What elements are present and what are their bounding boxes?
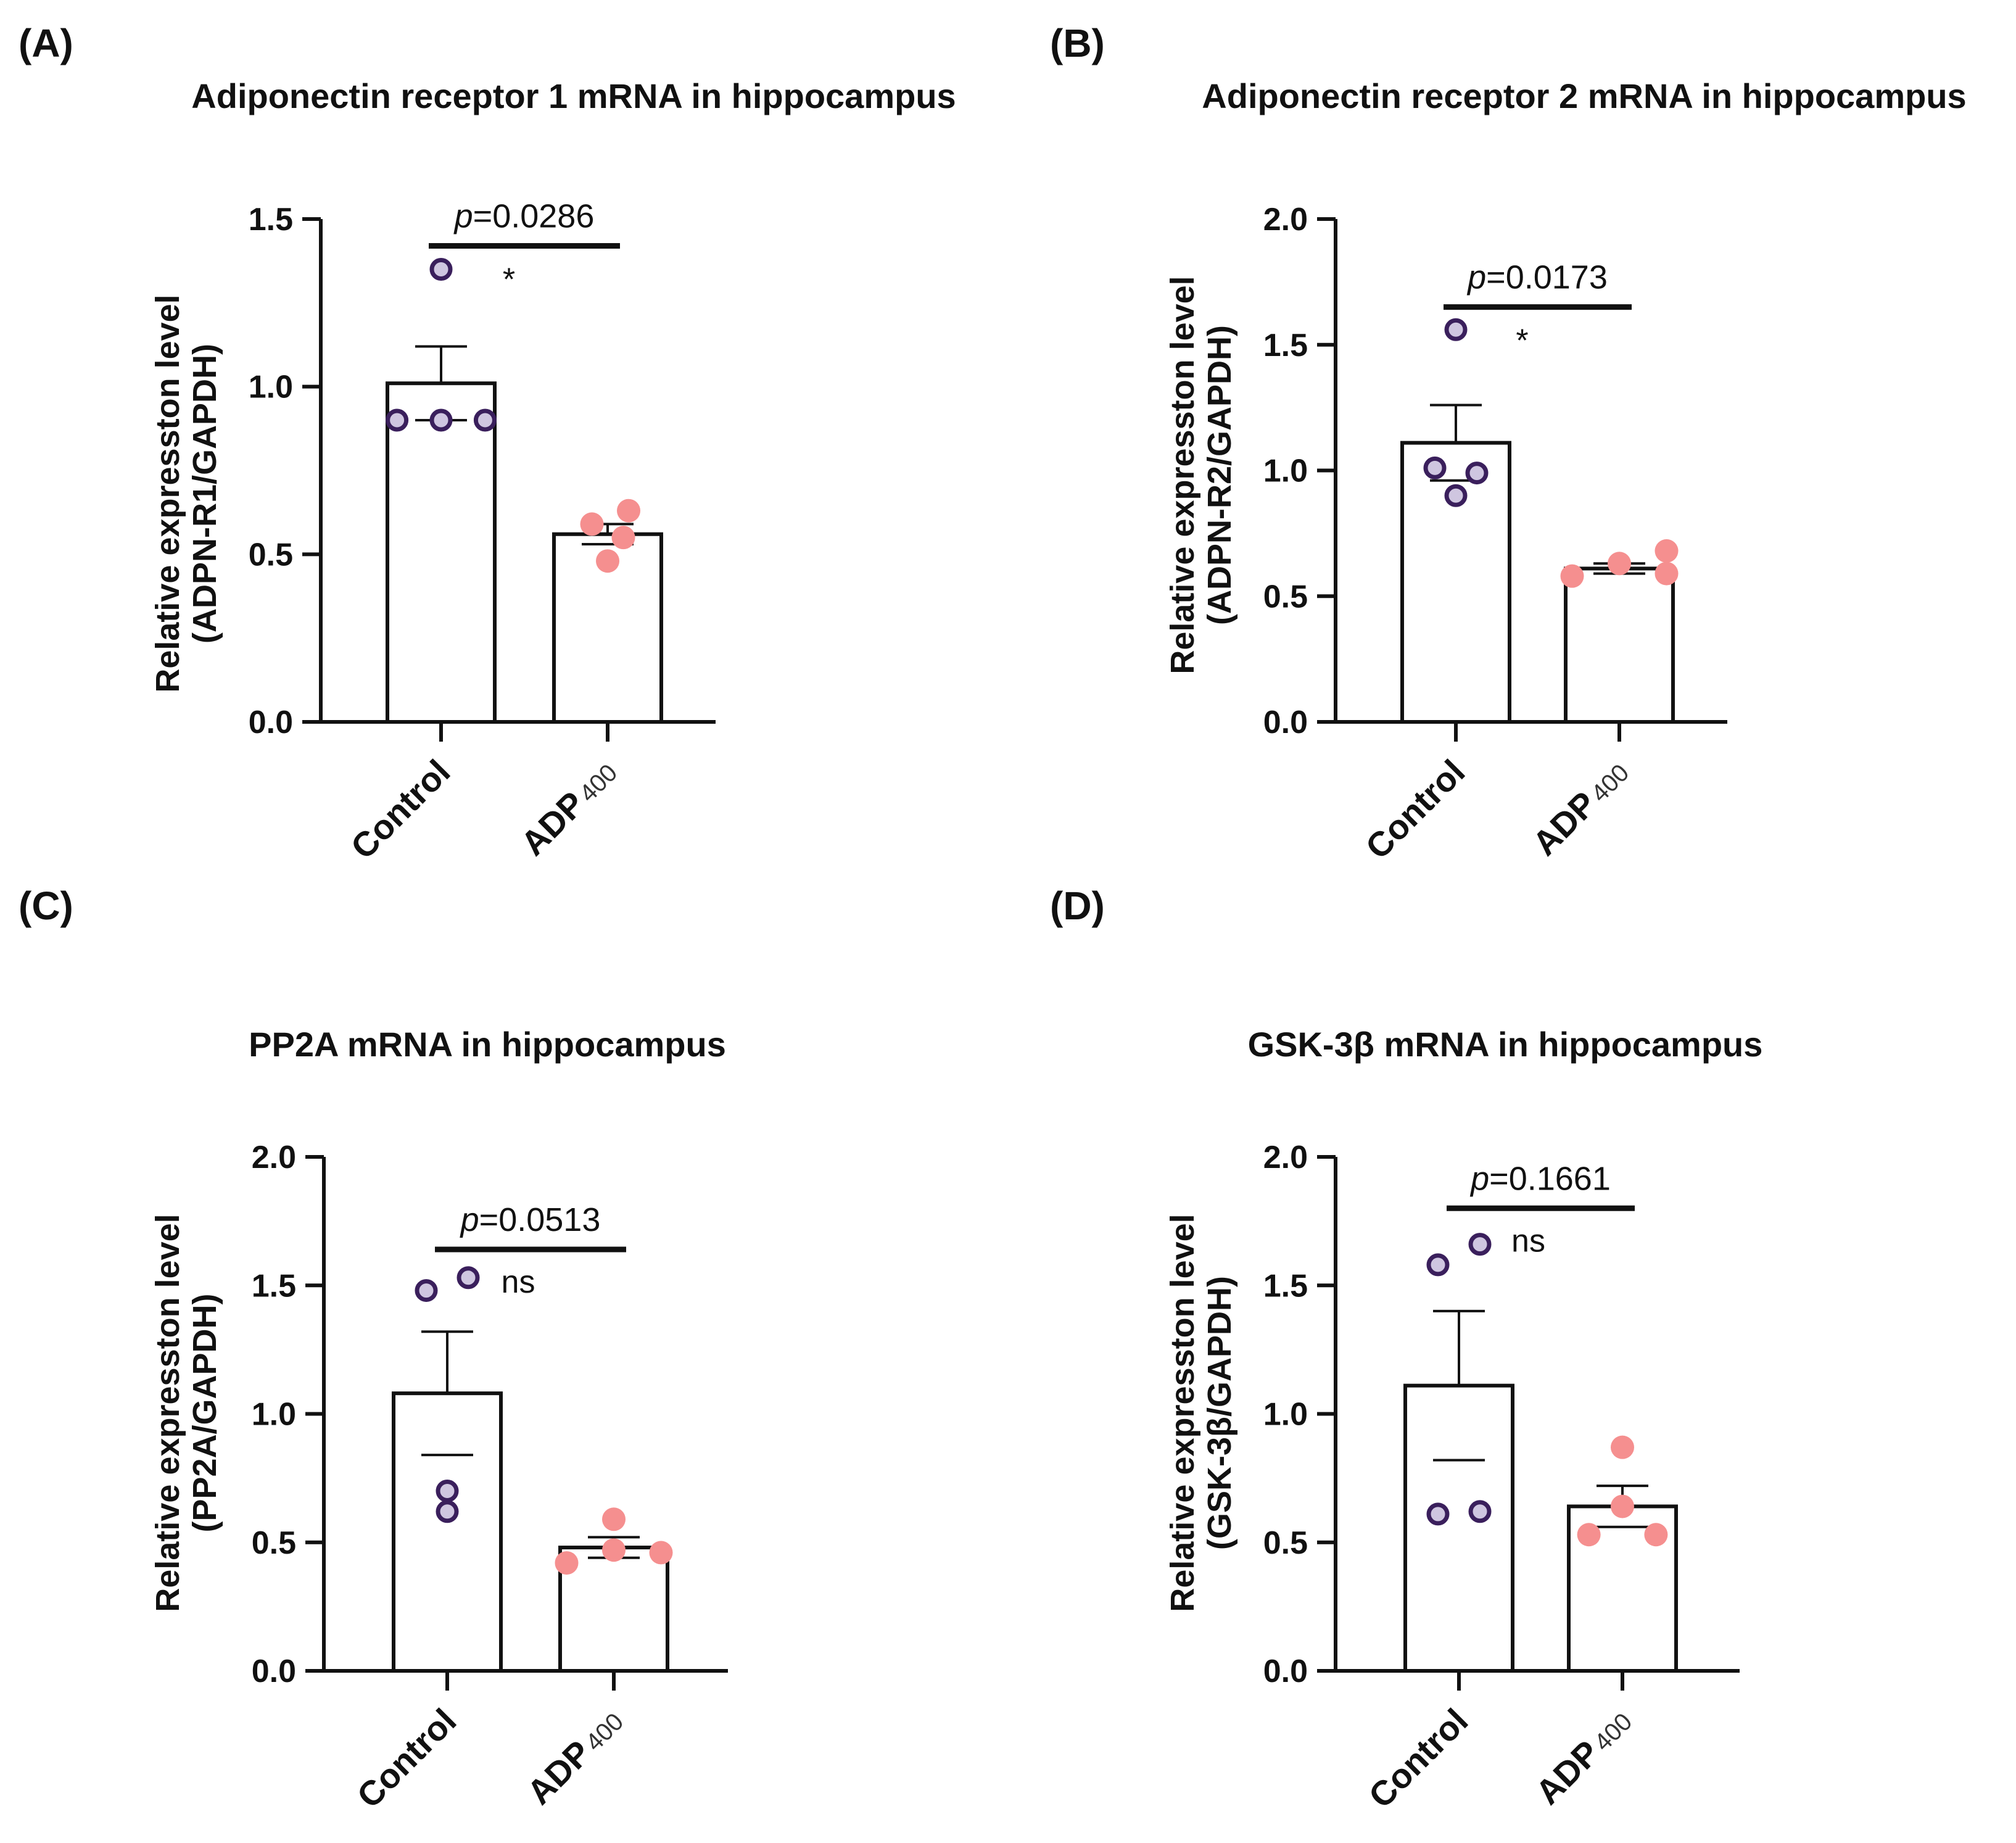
data-point-b-control-3: [1444, 484, 1468, 507]
p-value-label-c: p=0.0513: [460, 1201, 601, 1238]
y-tick-label-c-3: 1.5: [252, 1268, 296, 1304]
y-tick-label-c-0: 0.0: [252, 1654, 296, 1689]
y-tick-label-a-0: 0.0: [249, 705, 293, 740]
significance-label-b: *: [1516, 323, 1528, 359]
y-tick-label-b-1: 0.5: [1263, 579, 1308, 615]
data-point-d-adp-2: [1577, 1523, 1601, 1547]
data-point-c-control-2: [436, 1479, 459, 1502]
data-point-c-adp-3: [649, 1541, 673, 1565]
p-symbol-b: p: [1466, 259, 1486, 296]
data-point-a-control-0: [386, 408, 409, 432]
y-tick-label-a-3: 1.5: [249, 202, 293, 238]
data-point-a-control-3: [429, 258, 453, 281]
chart-title-a: Adiponectin receptor 1 mRNA in hippocamp…: [191, 77, 956, 115]
data-point-a-adp-2: [580, 512, 604, 536]
data-point-a-control-2: [473, 408, 497, 432]
p-symbol-c: p: [460, 1201, 479, 1238]
data-point-a-adp-1: [611, 526, 635, 550]
data-point-d-control-0: [1426, 1253, 1450, 1277]
y-tick-label-d-0: 0.0: [1263, 1654, 1308, 1689]
data-point-b-control-0: [1444, 318, 1468, 341]
p-value-label-a: p=0.0286: [453, 197, 595, 234]
chart-title-b: Adiponectin receptor 2 mRNA in hippocamp…: [1202, 77, 1966, 115]
data-point-c-adp-0: [555, 1551, 579, 1575]
p-symbol-d: p: [1469, 1160, 1489, 1197]
y-tick-label-b-4: 2.0: [1263, 202, 1308, 238]
y-tick-label-c-4: 2.0: [252, 1140, 296, 1175]
data-point-c-control-0: [415, 1279, 438, 1303]
bar-d-0: [1403, 1383, 1514, 1673]
y-tick-label-b-3: 1.5: [1263, 328, 1308, 363]
p-value-d: =0.1661: [1489, 1160, 1611, 1197]
significance-label-a: *: [503, 262, 515, 297]
y-tick-label-a-1: 0.5: [249, 537, 293, 573]
data-point-d-adp-1: [1611, 1494, 1634, 1518]
y-tick-label-a-2: 1.0: [249, 370, 293, 405]
panel-label-c: (C): [19, 884, 73, 928]
data-point-d-control-2: [1426, 1502, 1450, 1526]
data-point-c-adp-1: [602, 1538, 626, 1562]
data-point-b-adp-2: [1655, 561, 1679, 586]
y-axis-label-a-line2: (ADPN-R1/GAPDH): [186, 344, 223, 644]
y-tick-label-d-4: 2.0: [1263, 1140, 1308, 1175]
data-point-c-adp-2: [602, 1507, 626, 1531]
p-value-c: =0.0513: [479, 1201, 601, 1238]
panel-label-a: (A): [19, 21, 73, 65]
data-point-b-adp-3: [1655, 539, 1679, 563]
data-point-c-control-3: [436, 1500, 459, 1523]
y-axis-label-d-line1: Relative expresston level: [1164, 1214, 1201, 1612]
y-axis-label-a-line1: Relative expresston level: [149, 294, 186, 692]
y-tick-label-d-1: 0.5: [1263, 1525, 1308, 1561]
bar-c-0: [392, 1391, 503, 1673]
data-point-b-adp-0: [1560, 564, 1584, 588]
bar-b-1: [1564, 566, 1675, 724]
data-point-b-control-1: [1423, 456, 1447, 479]
p-value-b: =0.0173: [1486, 259, 1608, 296]
data-point-d-control-1: [1468, 1233, 1492, 1256]
chart-title-c: PP2A mRNA in hippocampus: [249, 1025, 726, 1064]
chart-title-d: GSK-3β mRNA in hippocampus: [1248, 1025, 1763, 1064]
y-tick-label-d-2: 1.0: [1263, 1397, 1308, 1433]
y-tick-label-d-3: 1.5: [1263, 1268, 1308, 1304]
y-axis-label-b-line2: (ADPN-R2/GAPDH): [1201, 325, 1238, 625]
y-tick-label-b-0: 0.0: [1263, 705, 1308, 740]
panel-label-b: (B): [1050, 21, 1105, 65]
y-axis-label-d-line2: (GSK-3β/GAPDH): [1201, 1276, 1238, 1550]
data-point-b-adp-1: [1608, 552, 1631, 576]
data-point-b-control-2: [1465, 462, 1489, 485]
y-tick-label-b-2: 1.0: [1263, 454, 1308, 489]
p-value-label-d: p=0.1661: [1469, 1160, 1611, 1197]
data-point-d-adp-0: [1611, 1435, 1634, 1459]
bar-c-1: [558, 1546, 669, 1673]
p-value-label-b: p=0.0173: [1466, 259, 1608, 296]
data-point-d-adp-3: [1644, 1523, 1668, 1547]
data-point-a-adp-0: [596, 549, 619, 573]
data-point-a-adp-3: [617, 499, 640, 523]
y-tick-label-c-2: 1.0: [252, 1397, 296, 1433]
p-value-a: =0.0286: [473, 197, 595, 234]
bar-a-0: [386, 381, 497, 724]
panel-label-d: (D): [1050, 884, 1105, 928]
y-axis-label-c-line1: Relative expresston level: [149, 1214, 186, 1612]
significance-label-d: ns: [1511, 1223, 1545, 1259]
y-axis-label-c-line2: (PP2A/GAPDH): [186, 1293, 223, 1532]
data-point-c-control-1: [456, 1266, 480, 1290]
data-point-d-control-3: [1468, 1500, 1492, 1523]
p-symbol-a: p: [453, 197, 473, 234]
data-point-a-control-1: [429, 408, 453, 432]
significance-label-c: ns: [502, 1264, 535, 1300]
y-axis-label-b-line1: Relative expresston level: [1164, 276, 1201, 674]
y-tick-label-c-1: 0.5: [252, 1525, 296, 1561]
